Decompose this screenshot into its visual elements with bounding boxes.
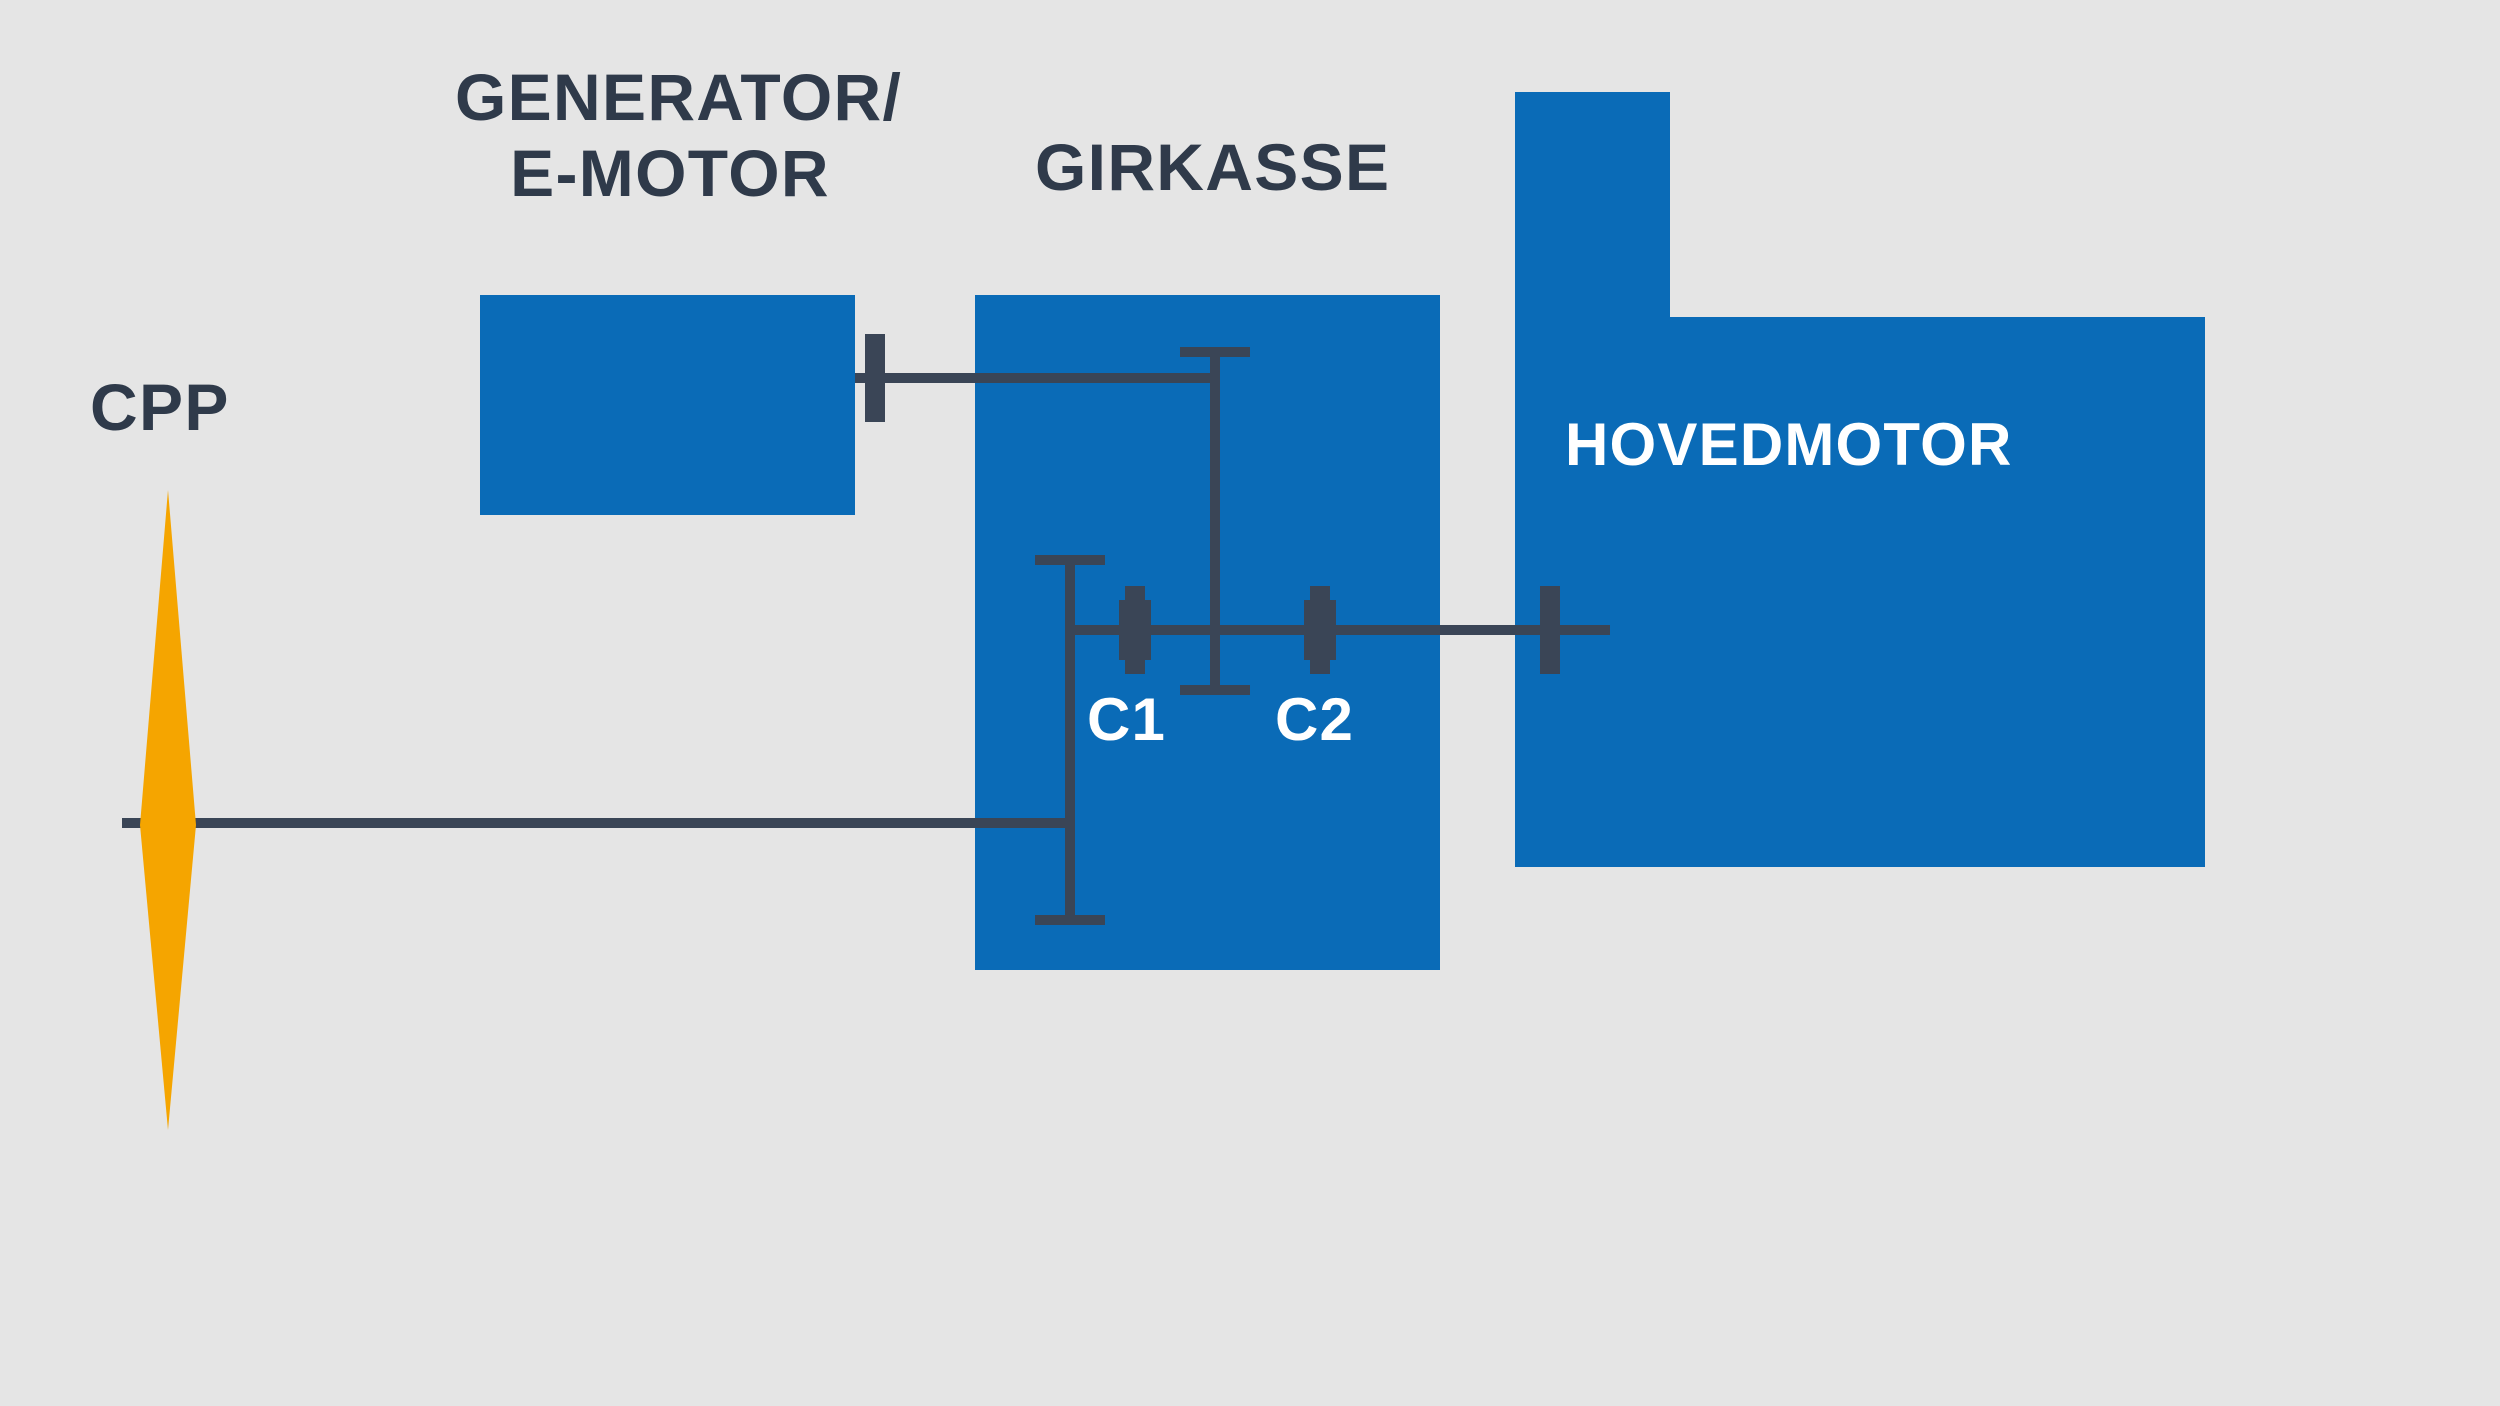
girkasse-label: GIRKASSE	[1035, 130, 1390, 206]
vert-upper-cap-bottom	[1180, 685, 1250, 695]
c2-clutch-c	[1310, 586, 1330, 674]
generator-label-line1: GENERATOR/	[455, 60, 885, 136]
vert-main-cap-top	[1035, 555, 1105, 565]
upper-shaft-coupling	[865, 334, 885, 422]
vert-upper-cap-top	[1180, 347, 1250, 357]
cpp-label: CPP	[90, 370, 230, 446]
diagram-stage: CPP GENERATOR/E-MOTOR GIRKASSE HOVEDMOTOR C1…	[0, 0, 2500, 1406]
main-shaft	[1070, 625, 1610, 635]
lower-shaft	[122, 818, 1070, 828]
c2-label: C2	[1275, 685, 1354, 754]
vert-main-cap-bottom	[1035, 915, 1105, 925]
main-out-coupling	[1540, 586, 1560, 674]
hovedmotor-body	[1515, 317, 2205, 867]
upper-shaft	[855, 373, 1215, 383]
hovedmotor-label: HOVEDMOTOR	[1565, 410, 2013, 479]
generator-box	[480, 295, 855, 515]
vert-upper-shaft	[1210, 352, 1220, 690]
propeller-icon	[140, 490, 196, 1130]
c1-label: C1	[1087, 685, 1166, 754]
c1-clutch-c	[1125, 586, 1145, 674]
hovedmotor-notch	[1515, 92, 1670, 317]
generator-label-line2: E-MOTOR	[455, 136, 885, 212]
vert-main-shaft	[1065, 560, 1075, 920]
generator-label: GENERATOR/E-MOTOR	[455, 60, 885, 212]
